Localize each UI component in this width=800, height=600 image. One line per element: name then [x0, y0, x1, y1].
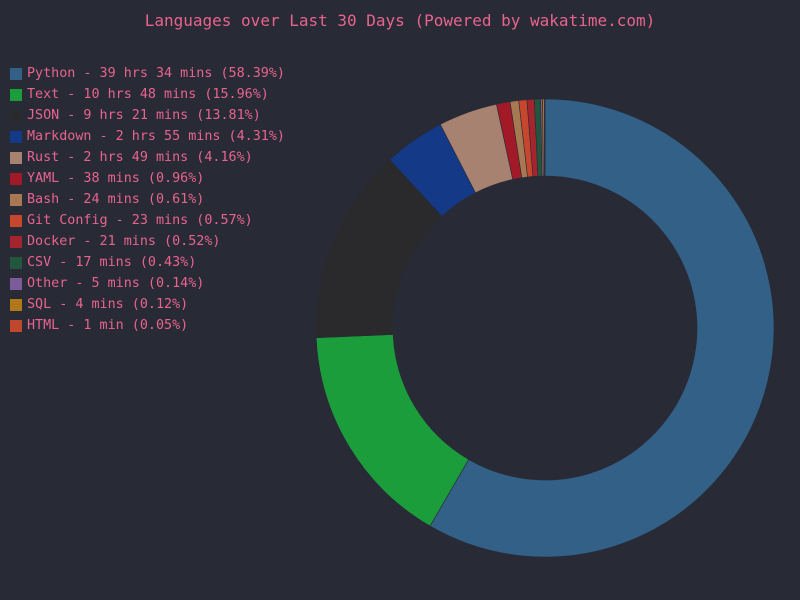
legend-label: SQL - 4 mins (0.12%) [27, 297, 189, 312]
legend-swatch [10, 88, 22, 101]
legend-item: CSV - 17 mins (0.43%) [10, 252, 285, 273]
legend-label: Git Config - 23 mins (0.57%) [27, 213, 253, 228]
legend-item: Text - 10 hrs 48 mins (15.96%) [10, 84, 285, 105]
legend-item: Other - 5 mins (0.14%) [10, 273, 285, 294]
legend-item: Bash - 24 mins (0.61%) [10, 189, 285, 210]
legend-swatch [10, 193, 22, 206]
legend-swatch [10, 130, 22, 143]
chart-legend: Python - 39 hrs 34 mins (58.39%) Text - 1… [10, 63, 285, 336]
legend-swatch [10, 172, 22, 185]
legend-label: HTML - 1 min (0.05%) [27, 318, 189, 333]
legend-label: Other - 5 mins (0.14%) [27, 276, 205, 291]
legend-item: Docker - 21 mins (0.52%) [10, 231, 285, 252]
legend-item: Markdown - 2 hrs 55 mins (4.31%) [10, 126, 285, 147]
legend-swatch [10, 151, 22, 164]
legend-item: JSON - 9 hrs 21 mins (13.81%) [10, 105, 285, 126]
legend-item: YAML - 38 mins (0.96%) [10, 168, 285, 189]
legend-label: CSV - 17 mins (0.43%) [27, 255, 197, 270]
legend-swatch [10, 298, 22, 311]
legend-swatch [10, 67, 22, 80]
legend-swatch [10, 235, 22, 248]
legend-item: Rust - 2 hrs 49 mins (4.16%) [10, 147, 285, 168]
legend-swatch [10, 319, 22, 332]
legend-label: Docker - 21 mins (0.52%) [27, 234, 221, 249]
legend-swatch [10, 277, 22, 290]
legend-item: HTML - 1 min (0.05%) [10, 315, 285, 336]
legend-label: Text - 10 hrs 48 mins (15.96%) [27, 87, 269, 102]
legend-label: Markdown - 2 hrs 55 mins (4.31%) [27, 129, 285, 144]
legend-swatch [10, 109, 22, 122]
legend-label: JSON - 9 hrs 21 mins (13.81%) [27, 108, 261, 123]
legend-label: YAML - 38 mins (0.96%) [27, 171, 205, 186]
legend-item: Python - 39 hrs 34 mins (58.39%) [10, 63, 285, 84]
donut-slice [429, 98, 775, 558]
legend-label: Rust - 2 hrs 49 mins (4.16%) [27, 150, 253, 165]
legend-item: Git Config - 23 mins (0.57%) [10, 210, 285, 231]
donut-slice [543, 98, 546, 177]
legend-item: SQL - 4 mins (0.12%) [10, 294, 285, 315]
donut-slice [315, 334, 470, 527]
chart-title: Languages over Last 30 Days (Powered by … [144, 11, 656, 30]
legend-swatch [10, 256, 22, 269]
legend-label: Python - 39 hrs 34 mins (58.39%) [27, 66, 285, 81]
legend-swatch [10, 214, 22, 227]
legend-label: Bash - 24 mins (0.61%) [27, 192, 205, 207]
